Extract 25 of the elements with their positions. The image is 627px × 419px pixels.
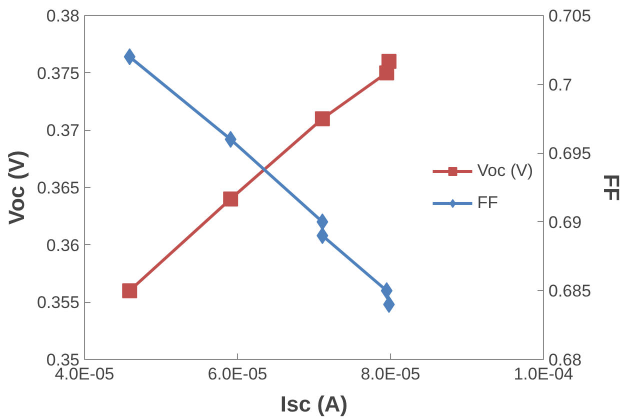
y2-tick-label: 0.685	[548, 282, 592, 301]
point	[314, 111, 330, 126]
y2-axis-title: FF	[599, 174, 624, 201]
y-tick-label: 0.355	[36, 293, 80, 312]
y2-tick-label: 0.705	[548, 6, 592, 26]
x-tick-label: 8.0E-05	[360, 364, 420, 384]
y-axis-title: Voc (V)	[4, 150, 29, 225]
y2-tick-label: 0.7	[548, 75, 572, 94]
y-tick-label: 0.37	[46, 121, 80, 140]
y-tick-label: 0.375	[36, 64, 80, 83]
legend-label: Voc (V)	[477, 161, 533, 181]
x-axis-title: Isc (A)	[280, 392, 348, 416]
point	[380, 282, 393, 300]
point	[122, 283, 138, 298]
legend-label: FF	[477, 193, 498, 213]
y2-tick-label: 0.695	[548, 144, 592, 164]
y-tick-label: 0.36	[46, 236, 80, 255]
x-tick-label: 6.0E-05	[208, 364, 268, 384]
y2-tick-label: 0.69	[548, 212, 582, 232]
x-tick-label: 1.0E-04	[514, 364, 574, 384]
y-tick-label: 0.38	[46, 6, 80, 26]
x-tick-label: 4.0E-05	[54, 364, 114, 384]
point	[381, 54, 396, 69]
point	[223, 191, 238, 206]
y-tick-label: 0.365	[36, 178, 80, 198]
